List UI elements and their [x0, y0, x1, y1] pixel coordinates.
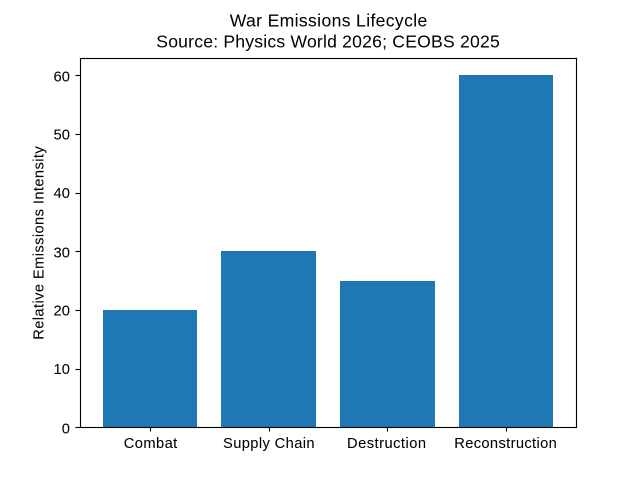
svg-text:Destruction: Destruction — [347, 436, 426, 452]
svg-text:50: 50 — [54, 127, 70, 143]
svg-text:0: 0 — [62, 421, 70, 437]
svg-text:Source: Physics World 2026; CE: Source: Physics World 2026; CEOBS 2025 — [156, 32, 500, 52]
svg-text:10: 10 — [54, 362, 70, 378]
svg-text:War Emissions Lifecycle: War Emissions Lifecycle — [230, 11, 428, 31]
svg-text:Supply Chain: Supply Chain — [223, 436, 315, 452]
svg-text:Reconstruction: Reconstruction — [454, 436, 557, 452]
svg-text:20: 20 — [54, 303, 70, 319]
svg-text:30: 30 — [54, 245, 70, 261]
svg-text:40: 40 — [54, 186, 70, 202]
svg-text:60: 60 — [54, 69, 70, 85]
svg-text:Combat: Combat — [124, 436, 178, 452]
svg-text:Relative Emissions Intensity: Relative Emissions Intensity — [31, 146, 47, 340]
